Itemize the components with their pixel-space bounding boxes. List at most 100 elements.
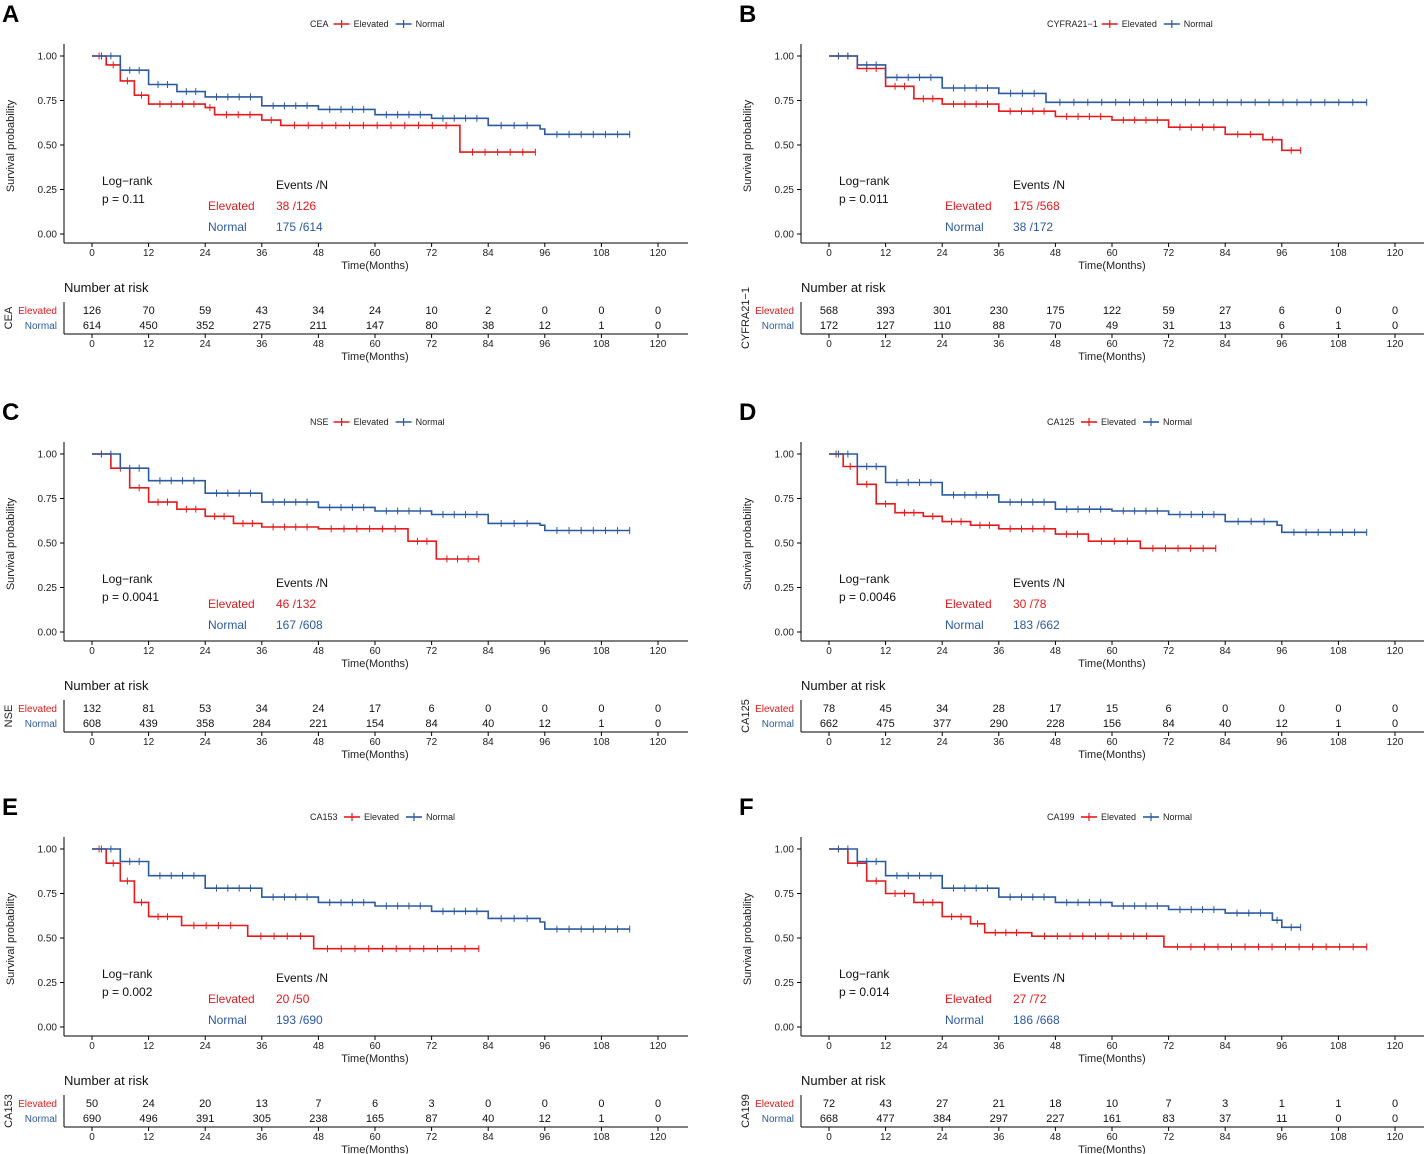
risk-value-normal: 88	[993, 320, 1005, 332]
risk-x-tick-label: 60	[369, 1132, 381, 1143]
risk-value-elevated: 301	[933, 305, 951, 317]
risk-value-normal: 84	[425, 718, 437, 730]
risk-value-elevated: 34	[256, 703, 268, 715]
risk-x-tick-label: 24	[937, 737, 949, 748]
risk-x-tick-label: 72	[426, 1132, 438, 1143]
risk-row-label-normal: Normal	[762, 321, 794, 332]
x-tick-label: 96	[1276, 646, 1288, 657]
x-tick-label: 72	[1163, 646, 1175, 657]
risk-x-tick-label: 120	[650, 339, 667, 350]
y-tick-label: 0.00	[775, 230, 795, 241]
risk-x-tick-label: 120	[1387, 737, 1404, 748]
events-elevated-label: Elevated	[945, 199, 992, 213]
x-tick-label: 84	[1220, 1041, 1232, 1052]
curve-normal	[829, 55, 1367, 104]
risk-value-elevated: 24	[142, 1098, 154, 1110]
risk-x-tick-label: 96	[539, 737, 551, 748]
y-tick-label: 0.75	[775, 96, 795, 107]
risk-x-tick-label: 0	[89, 339, 95, 350]
events-normal-label: Normal	[945, 220, 984, 234]
x-tick-label: 72	[426, 646, 438, 657]
x-tick-label: 108	[1330, 248, 1347, 259]
risk-value-normal: 154	[366, 718, 384, 730]
x-tick-label: 84	[1220, 646, 1232, 657]
risk-value-elevated: 53	[199, 703, 211, 715]
risk-x-tick-label: 84	[483, 339, 495, 350]
y-axis-title: Survival probability	[742, 892, 754, 985]
events-elevated-value: 20 /50	[276, 992, 310, 1006]
x-tick-label: 36	[993, 1041, 1005, 1052]
x-axis-title: Time(Months)	[341, 658, 408, 670]
risk-value-normal: 0	[1392, 320, 1398, 332]
p-value: p = 0.002	[102, 985, 153, 999]
risk-x-tick-label: 0	[826, 1132, 832, 1143]
events-header: Events /N	[1013, 576, 1065, 590]
x-axis-title: Time(Months)	[341, 260, 408, 272]
risk-value-elevated: 21	[993, 1098, 1005, 1110]
risk-value-elevated: 43	[256, 305, 268, 317]
risk-value-elevated: 393	[876, 305, 894, 317]
risk-x-tick-label: 96	[539, 1132, 551, 1143]
x-tick-label: 96	[539, 1041, 551, 1052]
logrank-label: Log−rank	[102, 572, 153, 586]
risk-row-label-elevated: Elevated	[18, 704, 57, 715]
risk-x-tick-label: 48	[1050, 1132, 1062, 1143]
x-tick-label: 24	[937, 646, 949, 657]
x-tick-label: 60	[1106, 248, 1118, 259]
risk-value-normal: 165	[366, 1113, 384, 1125]
x-tick-label: 12	[880, 248, 892, 259]
x-tick-label: 60	[1106, 1041, 1118, 1052]
x-tick-label: 96	[539, 248, 551, 259]
risk-x-tick-label: 24	[937, 1132, 949, 1143]
events-elevated-label: Elevated	[208, 992, 255, 1006]
x-tick-label: 12	[880, 646, 892, 657]
risk-value-elevated: 0	[1335, 305, 1341, 317]
legend-title: CYFRA21−1	[1047, 19, 1098, 29]
risk-x-tick-label: 84	[1220, 339, 1232, 350]
risk-x-tick-label: 48	[313, 1132, 325, 1143]
panel-f: F CA199 Elevated Normal0.000.250.500.751.00…	[739, 794, 1424, 1154]
risk-x-tick-label: 12	[143, 737, 155, 748]
risk-x-tick-label: 96	[1276, 339, 1288, 350]
risk-marker-label: CYFRA21−1	[740, 287, 752, 349]
x-tick-label: 12	[880, 1041, 892, 1052]
risk-value-elevated: 0	[542, 703, 548, 715]
curve-elevated	[92, 848, 479, 950]
events-header: Events /N	[1013, 178, 1065, 192]
risk-x-tick-label: 0	[89, 737, 95, 748]
x-tick-label: 48	[1050, 248, 1062, 259]
risk-value-normal: 305	[253, 1113, 271, 1125]
risk-value-elevated: 230	[990, 305, 1008, 317]
legend-elevated-label: Elevated	[354, 19, 389, 29]
x-tick-label: 96	[539, 646, 551, 657]
risk-value-normal: 284	[253, 718, 271, 730]
x-tick-label: 24	[200, 1041, 212, 1052]
risk-x-tick-label: 12	[143, 1132, 155, 1143]
y-tick-label: 1.00	[775, 450, 795, 461]
events-elevated-value: 175 /568	[1013, 199, 1060, 213]
legend-normal-label: Normal	[416, 19, 445, 29]
risk-value-normal: 477	[876, 1113, 894, 1125]
risk-marker-label: CA153	[3, 1094, 15, 1128]
x-tick-label: 120	[1387, 248, 1404, 259]
risk-value-normal: 83	[1162, 1113, 1174, 1125]
risk-value-normal: 1	[598, 1113, 604, 1125]
risk-value-elevated: 175	[1046, 305, 1064, 317]
events-normal-label: Normal	[945, 618, 984, 632]
risk-table-title: Number at risk	[64, 678, 149, 693]
legend-elevated-label: Elevated	[1122, 19, 1157, 29]
risk-x-tick-label: 84	[1220, 1132, 1232, 1143]
x-axis-title: Time(Months)	[341, 1053, 408, 1065]
risk-value-elevated: 0	[1392, 703, 1398, 715]
legend: CEA Elevated Normal	[310, 19, 445, 29]
risk-value-elevated: 43	[879, 1098, 891, 1110]
legend-title: CA125	[1047, 417, 1075, 427]
x-tick-label: 108	[593, 1041, 610, 1052]
risk-x-tick-label: 120	[650, 737, 667, 748]
risk-x-tick-label: 48	[313, 339, 325, 350]
risk-value-normal: 172	[820, 320, 838, 332]
risk-value-normal: 0	[655, 718, 661, 730]
risk-value-normal: 227	[1046, 1113, 1064, 1125]
x-tick-label: 24	[937, 1041, 949, 1052]
legend: CA199 Elevated Normal	[1047, 812, 1192, 822]
